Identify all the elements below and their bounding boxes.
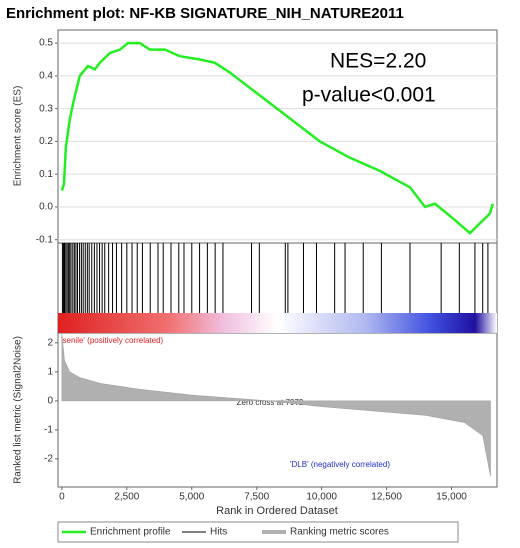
y-tick-label: 0.1 [39,169,53,180]
x-tick-label: 2,500 [114,492,139,503]
y-tick-label: -1 [44,425,53,436]
y-tick-label: -0.1 [36,234,54,245]
x-tick-label: 12,500 [371,492,402,503]
x-tick-label: 5,000 [179,492,204,503]
x-tick-label: 10,000 [306,492,337,503]
x-tick-label: 0 [59,492,65,503]
nes-label: NES=2.20 [330,50,426,73]
legend-label: Hits [210,527,227,538]
legend-label: Enrichment profile [90,527,171,538]
x-tick-label: 15,000 [436,492,467,503]
y-tick-label: 0 [47,396,53,407]
y-axis-label: Ranked list metric (Signal2Noise) [13,336,24,484]
es-curve [60,41,495,235]
y-tick-label: 0.2 [39,136,53,147]
y-tick-label: 0.3 [39,103,53,114]
annotation: 'senile' (positively correlated) [61,336,164,345]
y-tick-label: -2 [44,454,53,465]
x-tick-label: 7,500 [244,492,269,503]
legend-label: Ranking metric scores [290,527,389,538]
annotation: 'DLB' (negatively correlated) [290,460,390,469]
p-value-label: p-value<0.001 [302,84,436,107]
x-axis-label: Rank in Ordered Dataset [216,505,338,517]
metric-area [61,334,491,477]
y-tick-label: 0.0 [39,202,53,213]
plot-frame [57,29,498,488]
chart-title: Enrichment plot: NF-KB SIGNATURE_NIH_NAT… [6,5,404,22]
annotation: Zero cross at 7972 [237,398,304,407]
legend [57,521,459,543]
y-tick-label: 1 [47,367,53,378]
y-tick-label: 0.5 [39,38,53,49]
y-tick-label: 0.4 [39,71,53,82]
y-axis-label: Enrichment score (ES) [13,86,24,187]
y-tick-label: 2 [47,338,53,349]
color-bar [58,313,497,333]
